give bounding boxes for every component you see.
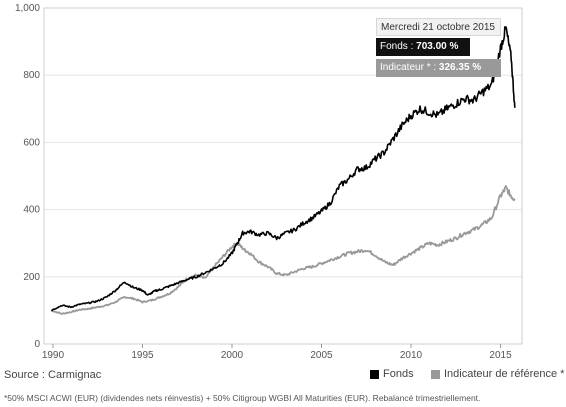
legend-swatch-indicateur: [431, 369, 440, 379]
legend-item-fonds[interactable]: Fonds: [370, 368, 414, 380]
y-tick-label: 0: [34, 339, 40, 350]
legend-label-fonds: Fonds: [383, 368, 414, 380]
x-tick-label: 1990: [42, 350, 65, 360]
tooltip-fonds-value: 703.00 %: [416, 41, 459, 52]
plot-frame: [43, 7, 523, 345]
x-tick-label: 2010: [400, 350, 423, 360]
tooltip-indicateur: Indicateur * : 326.35 %: [376, 59, 501, 77]
performance-chart: 0 200 400 600 800 1,000 1990 1995 2000 2005 2010 20…: [15, 3, 523, 360]
legend-item-indicateur[interactable]: Indicateur de référence *: [431, 368, 564, 380]
x-tick-label: 1995: [131, 350, 154, 360]
x-tick-label: 2015: [489, 350, 512, 360]
legend-swatch-fonds: [370, 369, 379, 379]
series-line-fonds: [51, 26, 516, 312]
series-line-indicateur: [50, 185, 516, 315]
tooltip-date: Mercredi 21 octobre 2015: [376, 18, 501, 36]
y-tick-label: 600: [23, 137, 40, 148]
footnote: *50% MSCI ACWI (EUR) (dividendes nets ré…: [4, 393, 481, 403]
tooltip-fonds-label: Fonds :: [380, 41, 417, 52]
y-tick-label: 800: [23, 70, 40, 81]
y-tick-label: 200: [23, 272, 40, 283]
chart-series: [50, 26, 516, 315]
y-tick-label: 400: [23, 205, 40, 216]
tooltip-indicateur-label: Indicateur * :: [380, 62, 439, 73]
tooltip-indicateur-value: 326.35 %: [438, 62, 482, 73]
chart-grid: [43, 7, 523, 345]
chart-axes: 0 200 400 600 800 1,000 1990 1995 2000 2005 2010 20…: [15, 3, 512, 360]
x-tick-label: 2005: [310, 350, 333, 360]
x-tick-label: 2000: [221, 350, 244, 360]
tooltip-fonds: Fonds : 703.00 %: [376, 38, 470, 56]
source-label: Source : Carmignac: [4, 369, 102, 381]
y-tick-label: 1,000: [15, 3, 40, 14]
legend-label-indicateur: Indicateur de référence *: [444, 368, 565, 380]
